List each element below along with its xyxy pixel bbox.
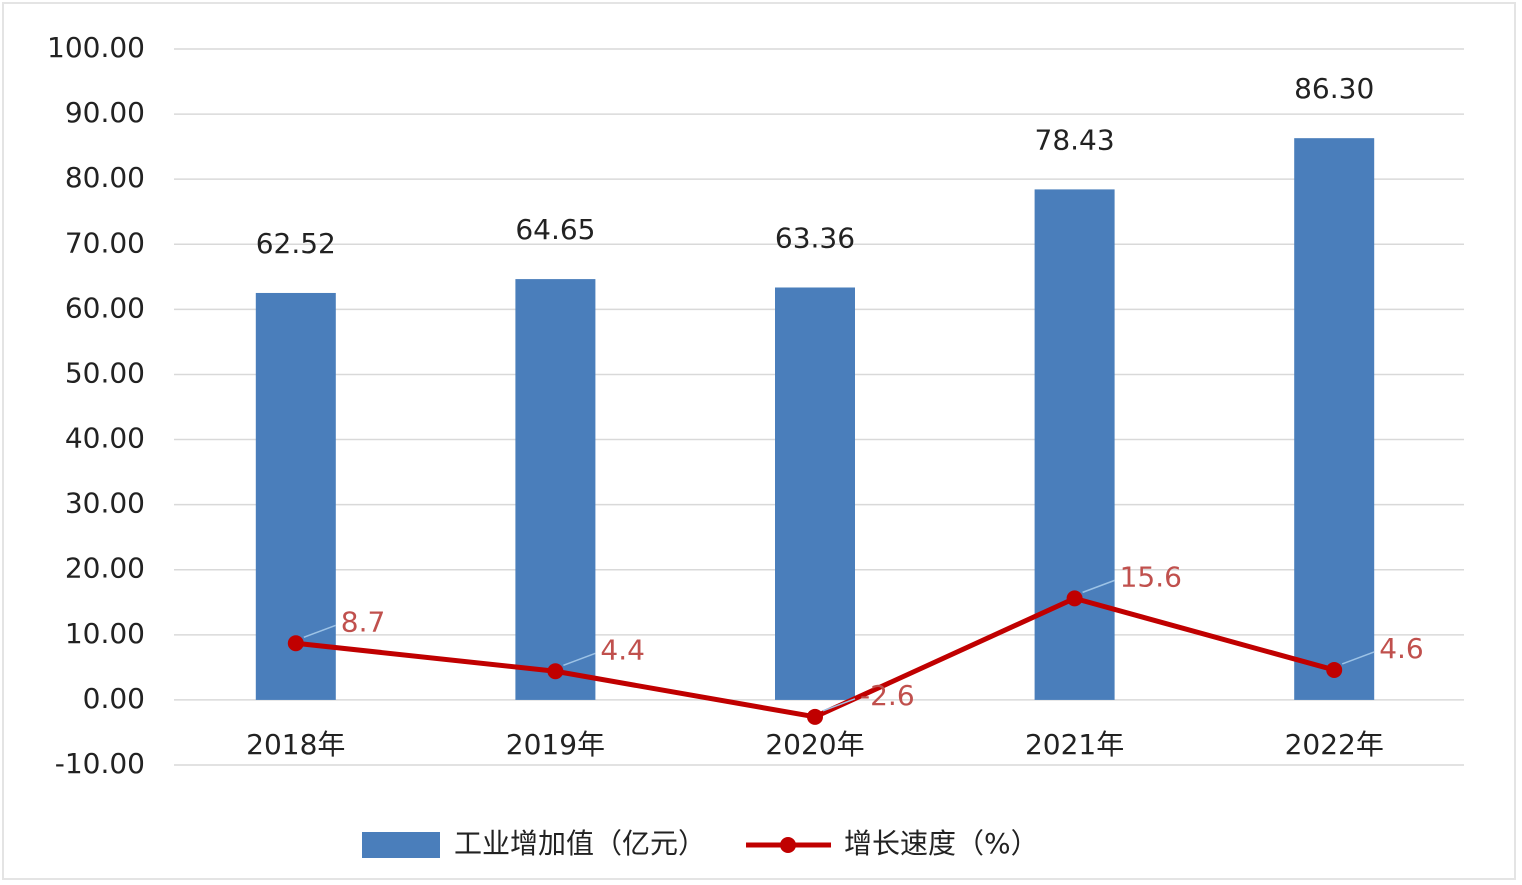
y-tick-label: 100.00 xyxy=(47,31,145,64)
bar-value-label: 63.36 xyxy=(775,221,855,254)
bar xyxy=(255,292,336,700)
line-value-label: -2.6 xyxy=(860,679,915,712)
label-leader xyxy=(822,698,856,712)
y-tick-label: 40.00 xyxy=(65,422,145,455)
legend-swatch xyxy=(362,832,440,858)
line-value-label: 4.4 xyxy=(600,633,645,666)
line-marker xyxy=(1326,661,1343,678)
x-tick-label: 2020年 xyxy=(765,728,864,761)
y-tick-label: 80.00 xyxy=(65,161,145,194)
bar xyxy=(515,279,596,700)
legend-label: 增长速度（%） xyxy=(844,827,1039,860)
x-tick-label: 2021年 xyxy=(1025,728,1124,761)
line-marker xyxy=(287,635,304,652)
bar xyxy=(1294,138,1375,700)
y-tick-label: 90.00 xyxy=(65,96,145,129)
x-tick-label: 2018年 xyxy=(246,728,345,761)
y-tick-label: 0.00 xyxy=(83,682,145,715)
line-value-label: 4.6 xyxy=(1379,632,1424,665)
bar-value-label: 62.52 xyxy=(256,227,336,260)
label-leader xyxy=(1082,579,1115,594)
bar-value-label: 78.43 xyxy=(1035,123,1115,156)
y-tick-label: 70.00 xyxy=(65,226,145,259)
legend-marker xyxy=(780,837,797,853)
line-value-label: 15.6 xyxy=(1120,560,1182,593)
line-marker xyxy=(547,663,564,680)
label-leader xyxy=(563,652,596,666)
bar xyxy=(775,287,855,700)
line-marker xyxy=(807,708,823,725)
label-leader xyxy=(303,624,337,638)
legend-label: 工业增加值（亿元） xyxy=(454,827,706,860)
y-tick-label: 20.00 xyxy=(65,552,145,585)
y-tick-label: -10.00 xyxy=(55,747,145,780)
line-marker xyxy=(1066,590,1083,607)
bar xyxy=(1034,189,1115,700)
x-tick-label: 2022年 xyxy=(1285,728,1384,761)
y-tick-label: 10.00 xyxy=(65,617,145,650)
y-tick-label: 50.00 xyxy=(65,356,145,389)
y-tick-label: 30.00 xyxy=(65,487,145,520)
bar-value-label: 86.30 xyxy=(1294,72,1374,105)
x-tick-label: 2019年 xyxy=(506,728,605,761)
label-leader xyxy=(1341,651,1375,665)
y-tick-label: 60.00 xyxy=(65,291,145,324)
bar-value-label: 64.65 xyxy=(515,213,595,246)
line-value-label: 8.7 xyxy=(341,605,386,638)
